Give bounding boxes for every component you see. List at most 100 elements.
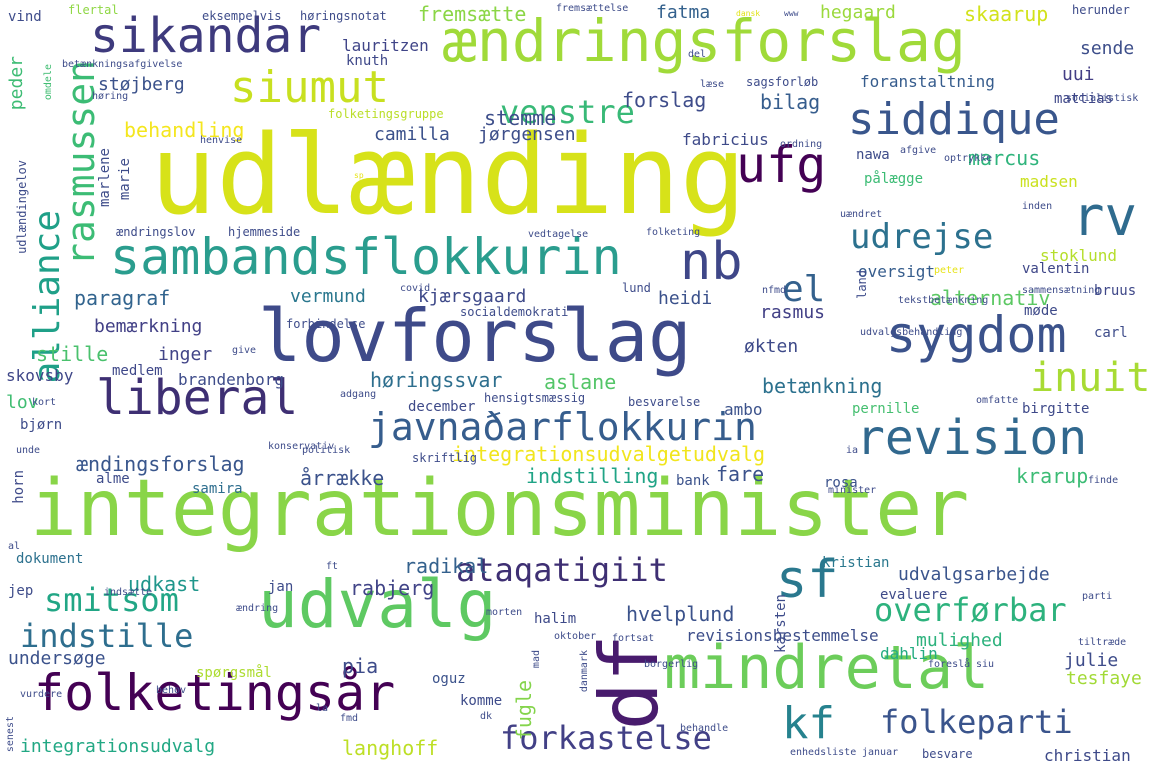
cloud-word: www xyxy=(784,9,799,18)
cloud-word: javnaðarflokkurin xyxy=(368,405,757,449)
cloud-word: sikandar xyxy=(90,8,322,64)
cloud-word: stemme xyxy=(484,106,557,130)
cloud-word: behandle xyxy=(680,723,729,734)
cloud-word: tesfaye xyxy=(1066,668,1142,689)
cloud-word: radikal xyxy=(404,554,489,578)
cloud-word: df xyxy=(583,634,676,731)
cloud-word: ambo xyxy=(724,400,763,419)
cloud-word: birgitte xyxy=(1022,401,1090,417)
cloud-word: indstille xyxy=(20,617,194,655)
cloud-word: vurdere xyxy=(20,689,63,700)
cloud-word: la xyxy=(316,703,329,714)
cloud-word: henvise xyxy=(200,135,243,146)
cloud-word: forkastelse xyxy=(500,719,712,757)
cloud-word: oktober xyxy=(554,631,597,642)
cloud-word: januar xyxy=(862,747,899,758)
cloud-word: madsen xyxy=(1020,172,1078,191)
cloud-word: lauritzen xyxy=(342,36,429,55)
cloud-word: vedtagelse xyxy=(528,229,589,240)
cloud-word: indstilling xyxy=(526,464,659,488)
cloud-word: ændringsforslag xyxy=(442,7,966,75)
cloud-word: bank xyxy=(676,473,710,489)
cloud-word: folketingsår xyxy=(34,664,396,722)
cloud-word: udvalgsarbejde xyxy=(898,564,1050,585)
cloud-word: oversigt xyxy=(858,262,936,281)
cloud-word: sambandsflokkurin xyxy=(110,228,622,286)
cloud-word: sagsforløb xyxy=(746,75,819,89)
cloud-word: økten xyxy=(744,336,799,357)
cloud-word: ændringslov xyxy=(116,225,196,239)
cloud-word: fmd xyxy=(340,713,359,724)
cloud-word: skriftlig xyxy=(412,451,478,465)
cloud-word: hensigtsmæssig xyxy=(484,391,586,405)
cloud-word: overførbar xyxy=(874,591,1067,629)
cloud-word: heidi xyxy=(658,288,713,309)
cloud-word: ataqatigiit xyxy=(456,551,668,589)
cloud-word: folketing xyxy=(646,227,701,238)
cloud-word: dk xyxy=(480,711,493,722)
cloud-word: krarup xyxy=(1016,464,1089,488)
cloud-word: uui xyxy=(1062,64,1095,85)
cloud-word: sende xyxy=(1080,38,1135,59)
cloud-word: ufg xyxy=(736,136,827,194)
cloud-word: langhoff xyxy=(342,736,439,760)
cloud-word: rosa xyxy=(824,475,858,491)
cloud-word: tiltræde xyxy=(1078,637,1127,648)
cloud-word: carl xyxy=(1094,325,1128,341)
cloud-word: borgerlig xyxy=(644,659,699,670)
cloud-word: christian xyxy=(1044,746,1131,765)
cloud-word: konservativ xyxy=(268,441,335,452)
cloud-word: flertal xyxy=(68,3,119,17)
cloud-word: hegaard xyxy=(820,2,896,23)
cloud-word: optrykke xyxy=(944,153,993,164)
cloud-word: valentin xyxy=(1022,261,1090,277)
cloud-word: udvalg xyxy=(258,566,497,643)
cloud-word: forslag xyxy=(622,88,707,112)
cloud-word: folketingsgruppe xyxy=(328,107,444,121)
cloud-word: nb xyxy=(680,232,743,292)
cloud-word: hjemmeside xyxy=(228,225,301,239)
cloud-word: medlem xyxy=(112,363,163,379)
cloud-word: lovforslag xyxy=(258,294,692,378)
cloud-word: give xyxy=(232,345,257,356)
cloud-word: nawa xyxy=(856,147,890,163)
cloud-word: pålægge xyxy=(864,171,924,187)
cloud-word: al xyxy=(8,541,21,552)
cloud-word: socialistisk xyxy=(1066,93,1139,104)
cloud-word: årrække xyxy=(300,466,385,490)
cloud-word: samira xyxy=(192,481,243,497)
cloud-word: kort xyxy=(32,397,57,408)
cloud-word: integrationsudvalg xyxy=(20,736,216,757)
cloud-word: komme xyxy=(460,693,503,709)
cloud-word: bjørn xyxy=(20,417,63,433)
cloud-word: mattias xyxy=(1054,91,1114,107)
cloud-word: dahlin xyxy=(880,644,938,663)
cloud-word: ændring xyxy=(236,603,279,614)
cloud-word: karsten xyxy=(773,594,789,654)
cloud-word: nfmd xyxy=(762,285,787,296)
cloud-word: møde xyxy=(1024,303,1058,319)
cloud-word: læse xyxy=(700,79,725,90)
cloud-word: skovsby xyxy=(6,366,74,385)
cloud-word: inden xyxy=(1022,201,1053,212)
cloud-word: jørgensen xyxy=(478,124,576,145)
cloud-word: udvalgsbehandling xyxy=(860,327,963,338)
cloud-word: horn xyxy=(11,470,27,504)
cloud-word: marcus xyxy=(968,146,1041,170)
cloud-word: smitsom xyxy=(44,581,179,619)
cloud-word: undersøge xyxy=(8,648,106,669)
cloud-word: kristian xyxy=(822,555,890,571)
cloud-word: parti xyxy=(1082,591,1113,602)
cloud-word: paragraf xyxy=(74,286,171,310)
cloud-word: hvelplund xyxy=(626,602,735,626)
cloud-word: peter xyxy=(934,265,965,276)
cloud-word: jan xyxy=(268,579,294,595)
cloud-word: brandenborg xyxy=(178,370,284,389)
cloud-word: mindretal xyxy=(664,633,990,703)
cloud-word: stille xyxy=(36,342,109,366)
cloud-word: senest xyxy=(5,716,16,753)
cloud-word: enhedsliste xyxy=(790,747,857,758)
cloud-word: del xyxy=(688,49,707,60)
cloud-word: dansk xyxy=(736,9,761,18)
